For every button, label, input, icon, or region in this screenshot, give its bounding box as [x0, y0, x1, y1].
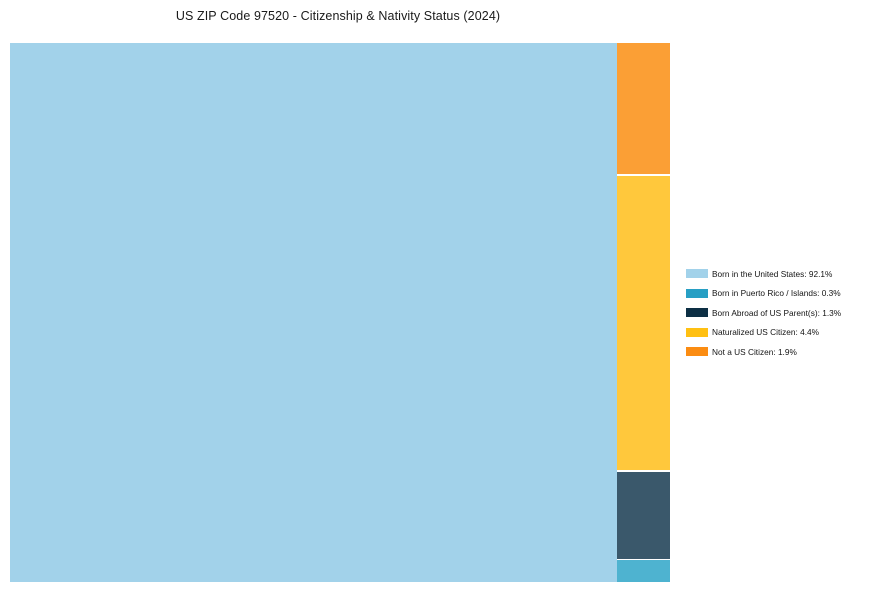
legend-item-label: Born in the United States: 92.1%	[712, 268, 833, 279]
tile-naturalized-us-citizen[interactable]	[617, 176, 670, 470]
legend-item-label: Born Abroad of US Parent(s): 1.3%	[712, 307, 842, 318]
legend-item-label: Not a US Citizen: 1.9%	[712, 346, 797, 357]
legend-item-naturalized-us-citizen[interactable]: Naturalized US Citizen: 4.4%	[686, 323, 841, 343]
legend-swatch-icon	[686, 327, 708, 337]
legend-swatch-icon	[686, 308, 708, 318]
legend-item-born-abroad-of-us-parents[interactable]: Born Abroad of US Parent(s): 1.3%	[686, 303, 841, 323]
legend-item-not-a-us-citizen[interactable]: Not a US Citizen: 1.9%	[686, 342, 841, 362]
legend-item-label: Born in Puerto Rico / Islands: 0.3%	[712, 288, 841, 299]
tile-born-in-puerto-rico-islands[interactable]	[617, 560, 670, 582]
legend-item-born-in-puerto-rico-islands[interactable]: Born in Puerto Rico / Islands: 0.3%	[686, 284, 841, 304]
tile-not-a-us-citizen[interactable]	[617, 43, 670, 174]
tile-born-in-the-united-states[interactable]	[10, 43, 617, 582]
legend-swatch-icon	[686, 347, 708, 357]
legend-swatch-icon	[686, 269, 708, 279]
chart-legend: Born in the United States: 92.1% Born in…	[686, 264, 841, 362]
tile-born-abroad-of-us-parents[interactable]	[617, 472, 670, 559]
plot-area	[10, 43, 670, 582]
chart-title: US ZIP Code 97520 - Citizenship & Nativi…	[175, 9, 501, 23]
legend-item-born-in-the-united-states[interactable]: Born in the United States: 92.1%	[686, 264, 841, 284]
legend-item-label: Naturalized US Citizen: 4.4%	[712, 327, 819, 338]
legend-swatch-icon	[686, 288, 708, 298]
